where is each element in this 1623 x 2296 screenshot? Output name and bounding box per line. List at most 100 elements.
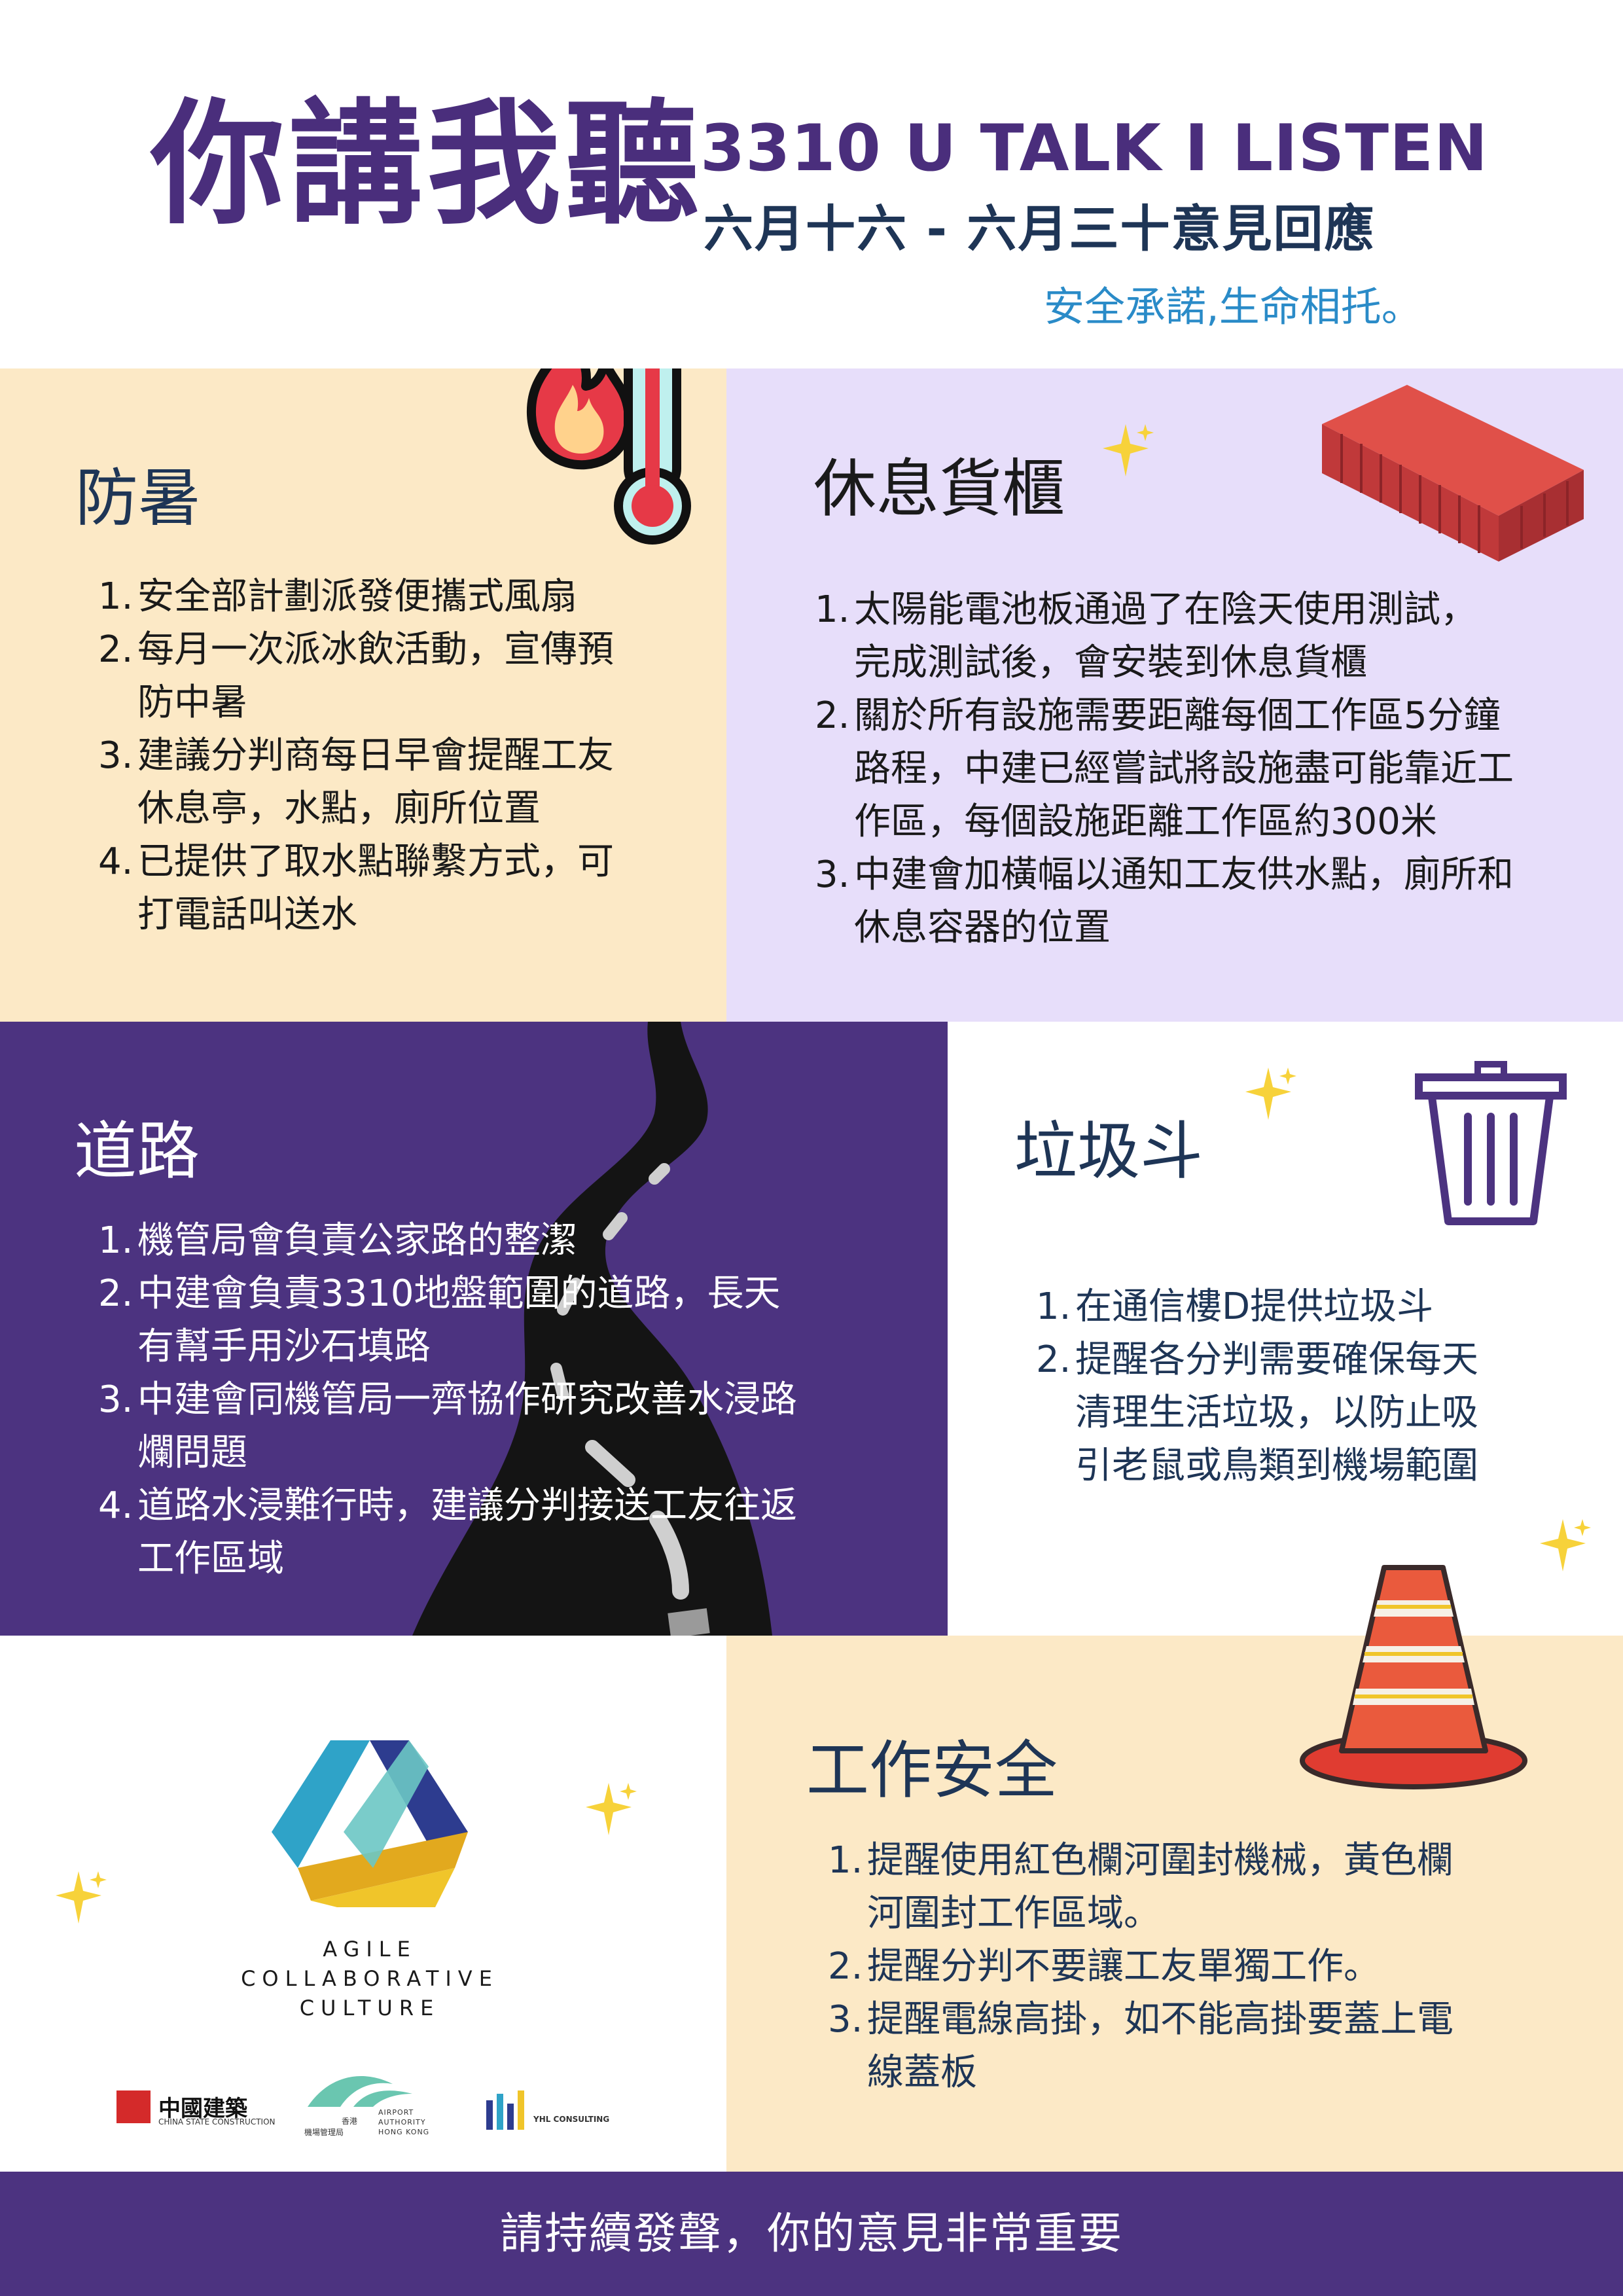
logo-line-2: COLLABORATIVE [241, 1966, 499, 1991]
winding-road-icon [412, 1022, 772, 1636]
list-item-number: 3. [828, 1998, 863, 2041]
list-item-line: 中建會負責3310地盤範圍的道路，長天 [137, 1272, 781, 1315]
list-item-number: 3. [98, 1378, 134, 1421]
list-item-line: 提醒電線高掛，如不能高掛要蓋上電 [867, 1998, 1454, 2041]
yhl-logo-icon [486, 2090, 524, 2130]
csci-logo-icon [116, 2090, 151, 2123]
sparkle-icon [1540, 1519, 1591, 1571]
list-item: 1. 在通信樓D提供垃圾斗 [1036, 1280, 1573, 1333]
list-item-line: 安全部計劃派發便攜式風扇 [137, 575, 577, 618]
list-item-line: 清理生活垃圾，以防止吸 [1075, 1391, 1478, 1434]
aa-name-en-1: AIRPORT [378, 2108, 414, 2117]
list-item: 3. 中建會同機管局一齊協作研究改善水浸路 爛問題 [98, 1373, 864, 1479]
logo-line-1: AGILE [323, 1937, 417, 1962]
list-item: 1. 機管局會負責公家路的整潔 [98, 1214, 864, 1267]
list-item-line: 道路水浸難行時，建議分判接送工友往返 [137, 1484, 797, 1527]
heat-list: 1. 安全部計劃派發便攜式風扇 2. 每月一次派冰飲活動，宣傳預 防中暑 3. 建議分判商每… [98, 570, 674, 941]
list-item-line: 爛問題 [137, 1431, 247, 1474]
list-item: 1. 安全部計劃派發便攜式風扇 [98, 570, 674, 623]
section-work-safety: 工作安全 1. 提醒使用紅色欄河圍封機械，黃色欄 河圍封工作區域。 2. 提醒分判不要讓… [726, 1636, 1623, 2172]
aa-name-zh-2: 機場管理局 [304, 2128, 344, 2137]
list-item: 3. 建議分判商每日早會提醒工友 休息亭，水點，廁所位置 [98, 729, 674, 835]
list-item-number: 2. [828, 1945, 863, 1988]
csci-name-zh: 中國建築 [158, 2096, 247, 2122]
list-item: 2. 關於所有設施需要距離每個工作區5分鐘 路程，中建已經嘗試將設施盡可能靠近工 作區… [815, 689, 1567, 848]
sparkle-icon [1103, 424, 1154, 476]
list-item-line: 完成測試後，會安裝到休息貨櫃 [854, 641, 1367, 684]
thermometer-flame-icon [526, 368, 691, 545]
page-subtitle-english: 3310 U TALK I LISTEN [700, 111, 1489, 186]
sparkle-icon [56, 1871, 107, 1924]
list-item: 1. 提醒使用紅色欄河圍封機械，黃色欄 河圍封工作區域。 [828, 1834, 1548, 1940]
list-item: 4. 道路水浸難行時，建議分判接送工友往返 工作區域 [98, 1479, 864, 1585]
aa-name-zh-1: 香港 [342, 2117, 358, 2126]
list-item-number: 2. [815, 694, 850, 737]
list-item-line: 線蓋板 [867, 2051, 977, 2094]
list-item-line: 作區，每個設施距離工作區約300米 [854, 800, 1437, 843]
road-list: 1. 機管局會負責公家路的整潔 2. 中建會負責3310地盤範圍的道路，長天 有幫手用沙… [98, 1214, 864, 1585]
section-heading: 休息貨櫃 [813, 452, 1065, 526]
yhl-name: YHL CONSULTING [533, 2115, 610, 2124]
list-item-line: 打電話叫送水 [137, 893, 357, 936]
list-item-number: 4. [98, 1484, 134, 1527]
section-heat: 防暑 1. 安全部計劃派發便攜式風扇 2. 每月一次派冰飲活動，宣傳預 防中暑 3. 建議分… [0, 368, 726, 1022]
list-item-line: 引老鼠或鳥類到機場範圍 [1075, 1444, 1478, 1487]
airport-authority-logo-icon [308, 2075, 412, 2107]
aa-name-en-2: AUTHORITY [378, 2118, 426, 2126]
list-item-line: 休息亭，水點，廁所位置 [137, 787, 541, 830]
section-heading: 道路 [74, 1115, 200, 1188]
list-item: 2. 提醒分判不要讓工友單獨工作。 [828, 1940, 1548, 1993]
list-item-number: 2. [1036, 1338, 1071, 1381]
list-item-line: 提醒使用紅色欄河圍封機械，黃色欄 [867, 1839, 1454, 1882]
list-item-line: 在通信樓D提供垃圾斗 [1075, 1285, 1434, 1328]
list-item-number: 4. [98, 840, 134, 883]
sparkle-icon [586, 1783, 637, 1835]
list-item-line: 中建會加橫幅以通知工友供水點，廁所和 [854, 853, 1514, 896]
date-range: 六月十六 - 六月三十意見回應 [704, 200, 1376, 258]
list-item: 2. 中建會負責3310地盤範圍的道路，長天 有幫手用沙石填路 [98, 1267, 864, 1373]
list-item-line: 提醒各分判需要確保每天 [1075, 1338, 1478, 1381]
section-heading: 防暑 [75, 461, 201, 535]
section-road: 道路 1. 機管局會負責公家路的整潔 2. 中建會負責3310地盤範圍的道路，長天 有幫… [0, 1022, 948, 1636]
list-item-line: 太陽能電池板通過了在陰天使用測試， [854, 588, 1477, 631]
list-item-line: 工作區域 [137, 1537, 284, 1580]
trash-bin-icon [1415, 1061, 1567, 1225]
list-item: 2. 提醒各分判需要確保每天 清理生活垃圾，以防止吸 引老鼠或鳥類到機場範圍 [1036, 1333, 1573, 1492]
list-item-line: 河圍封工作區域。 [867, 1892, 1160, 1935]
list-item: 4. 已提供了取水點聯繫方式，可 打電話叫送水 [98, 835, 674, 941]
list-item-number: 1. [98, 575, 134, 618]
list-item: 3. 提醒電線高掛，如不能高掛要蓋上電 線蓋板 [828, 1993, 1548, 2099]
list-item: 3. 中建會加橫幅以通知工友供水點，廁所和 休息容器的位置 [815, 848, 1567, 954]
list-item-line: 休息容器的位置 [854, 906, 1111, 949]
list-item-number: 1. [828, 1839, 863, 1882]
footer-text: 請持續發聲，你的意見非常重要 [500, 2208, 1123, 2259]
bin-list: 1. 在通信樓D提供垃圾斗 2. 提醒各分判需要確保每天 清理生活垃圾，以防止吸 引老鼠或… [1036, 1280, 1573, 1492]
list-item-line: 提醒分判不要讓工友單獨工作。 [867, 1945, 1380, 1988]
section-heading: 垃圾斗 [1014, 1115, 1203, 1188]
aa-name-en-3: HONG KONG [378, 2128, 430, 2136]
list-item-line: 中建會同機管局一齊協作研究改善水浸路 [137, 1378, 797, 1421]
list-item: 2. 每月一次派冰飲活動，宣傳預 防中暑 [98, 623, 674, 729]
section-heading: 工作安全 [806, 1734, 1058, 1807]
list-item-number: 1. [98, 1219, 134, 1262]
traffic-cone-icon [1300, 1565, 1527, 1789]
list-item-line: 建議分判商每日早會提醒工友 [137, 734, 614, 777]
list-item-number: 3. [98, 734, 134, 777]
list-item-line: 防中暑 [137, 681, 247, 724]
shipping-container-icon [1322, 385, 1584, 562]
csci-name-en: CHINA STATE CONSTRUCTION [158, 2117, 276, 2126]
safety-list: 1. 提醒使用紅色欄河圍封機械，黃色欄 河圍封工作區域。 2. 提醒分判不要讓工友單獨工… [828, 1834, 1548, 2099]
list-item-line: 路程，中建已經嘗試將設施盡可能靠近工 [854, 747, 1514, 790]
list-item-number: 2. [98, 628, 134, 671]
list-item-line: 關於所有設施需要距離每個工作區5分鐘 [854, 694, 1501, 737]
section-rest-container: 休息貨櫃 1. 太陽能電池板通過了在陰天使用測試， 完成測試後，會安裝到休息貨櫃 2.… [726, 368, 1623, 1022]
section-logos: AGILE COLLABORATIVE CULTURE 中國建築 CHINA S… [0, 1636, 726, 2172]
page-title: 你講我聽 [151, 87, 703, 243]
agile-collaborative-culture-logo [272, 1740, 468, 1907]
rest-list: 1. 太陽能電池板通過了在陰天使用測試， 完成測試後，會安裝到休息貨櫃 2. 關於所有設… [815, 583, 1567, 954]
list-item-line: 機管局會負責公家路的整潔 [137, 1219, 577, 1262]
list-item: 1. 太陽能電池板通過了在陰天使用測試， 完成測試後，會安裝到休息貨櫃 [815, 583, 1567, 689]
slogan: 安全承諾,生命相托。 [1044, 283, 1422, 331]
sparkle-icon [1245, 1067, 1296, 1120]
list-item-line: 每月一次派冰飲活動，宣傳預 [137, 628, 614, 671]
